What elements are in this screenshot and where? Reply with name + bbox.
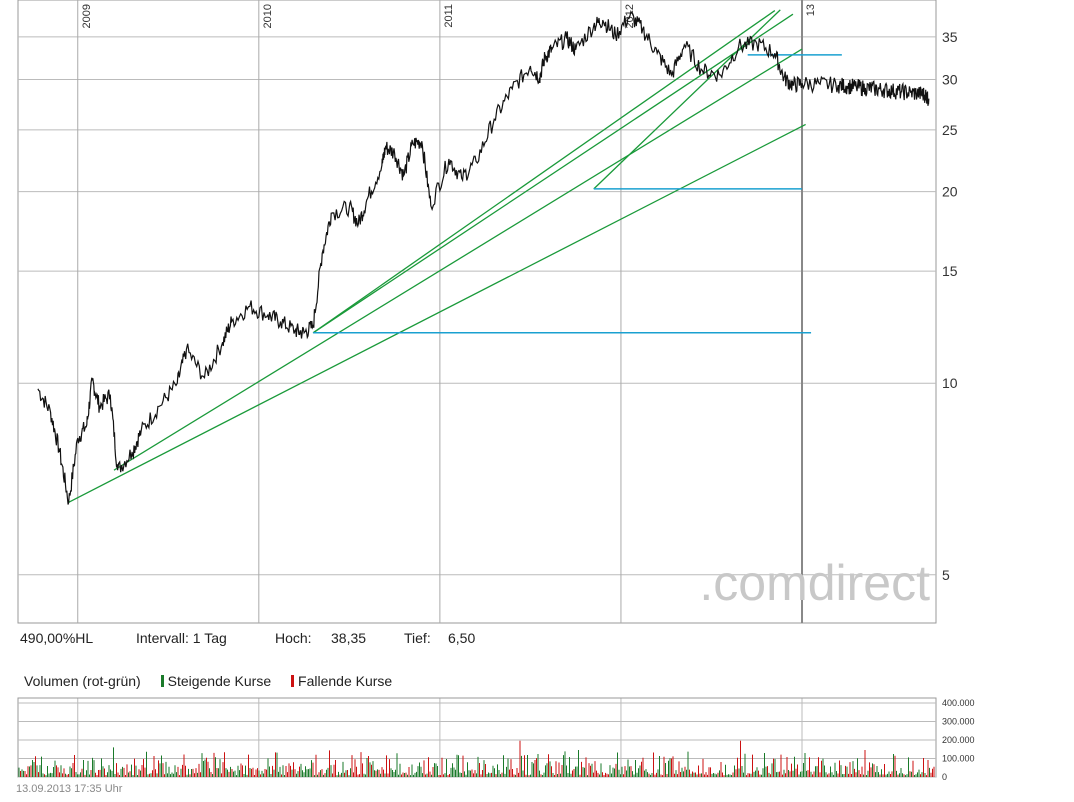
timestamp: 13.09.2013 17:35 Uhr	[16, 783, 123, 795]
tief-label: Tief:	[404, 630, 431, 646]
volume-axis: 0 100.000 200.000 300.000 400.000	[942, 698, 975, 782]
trendline	[312, 13, 794, 334]
trendline	[68, 123, 806, 503]
price-line	[37, 9, 930, 505]
price-axis: 5 10 15 20 25 30 35	[942, 29, 958, 583]
volume-legend-down: Fallende Kurse	[298, 673, 393, 689]
volume-legend: Volumen (rot-grün) Steigende Kurse Falle…	[24, 673, 392, 689]
y-tick-label: 15	[942, 263, 958, 279]
y-tick-label: 10	[942, 375, 958, 391]
watermark: .comdirect	[699, 555, 930, 611]
price-grid	[17, 0, 937, 778]
year-label: 2011	[443, 4, 455, 28]
year-labels: 2009 2010 2011 2012 13	[81, 4, 817, 28]
volume-grid	[17, 697, 937, 778]
trendline	[113, 48, 803, 471]
hoch-value: 38,35	[331, 630, 367, 646]
volume-legend-title: Volumen (rot-grün)	[24, 673, 141, 689]
horizontal-lines	[313, 54, 842, 334]
vol-tick-label: 100.000	[942, 754, 975, 764]
year-label: 13	[805, 4, 817, 16]
vol-tick-label: 200.000	[942, 735, 975, 745]
year-label: 2010	[262, 4, 274, 28]
volume-bars	[18, 740, 935, 777]
y-tick-label: 25	[942, 122, 958, 138]
hoch-label: Hoch:	[275, 630, 312, 646]
y-tick-label: 5	[942, 567, 950, 583]
price-frame	[17, 0, 937, 624]
up-swatch	[160, 675, 164, 687]
y-tick-label: 30	[942, 72, 958, 88]
vol-tick-label: 400.000	[942, 698, 975, 708]
y-tick-label: 20	[942, 184, 958, 200]
trendline	[593, 9, 781, 190]
year-label: 2009	[81, 4, 93, 28]
down-swatch	[291, 675, 295, 687]
tief-value: 6,50	[448, 630, 476, 646]
vol-tick-label: 300.000	[942, 717, 975, 727]
trendlines	[68, 9, 806, 503]
vol-tick-label: 0	[942, 772, 947, 782]
volume-frame	[17, 697, 937, 778]
volume-legend-up: Steigende Kurse	[167, 673, 272, 689]
interval-label: Intervall: 1 Tag	[136, 630, 227, 646]
y-tick-label: 35	[942, 29, 958, 45]
hl-value: 490,00%HL	[20, 630, 94, 646]
